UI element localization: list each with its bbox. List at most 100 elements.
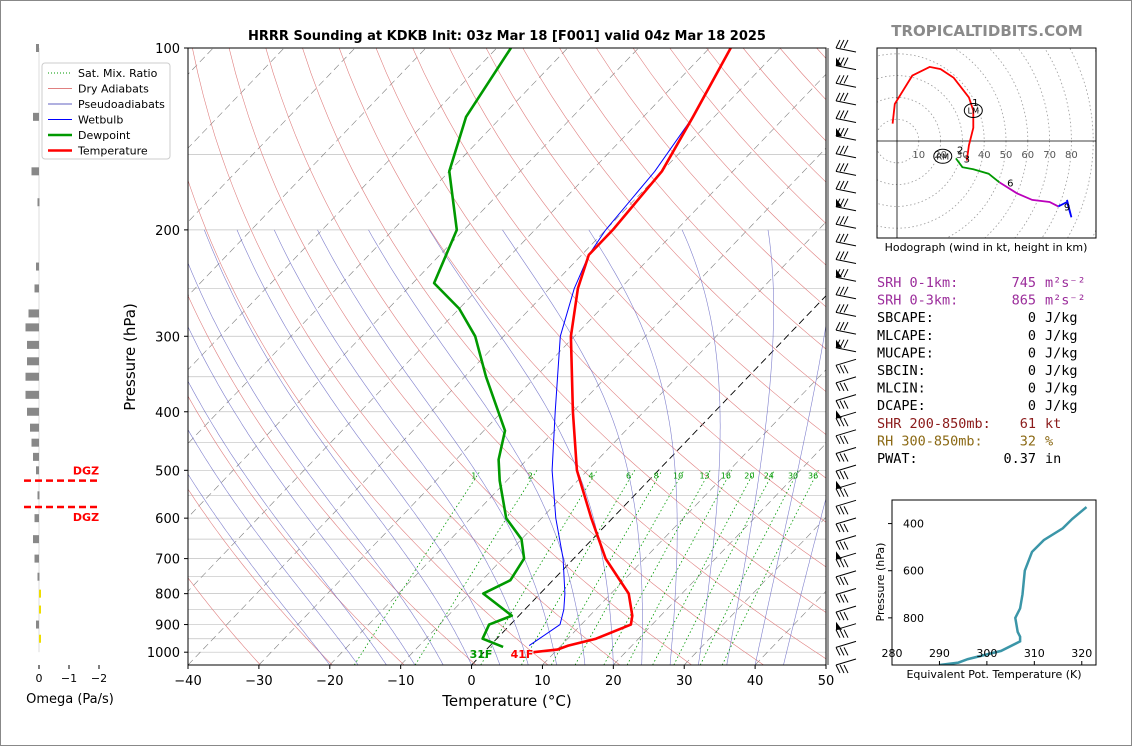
hodograph-height-label: 6 (1007, 178, 1013, 189)
dry-adiabat (559, 48, 826, 350)
index-value: 0 (1028, 310, 1036, 326)
wind-barb (835, 429, 857, 445)
index-value: 0 (1028, 381, 1036, 397)
hodograph-ring-label: 60 (1021, 150, 1034, 161)
wind-barb (835, 339, 857, 353)
wetbulb-profile-line (528, 48, 732, 647)
omega-bar (33, 452, 39, 461)
x-axis-label: Temperature (°C) (441, 692, 571, 710)
moist-adiabat (588, 229, 678, 665)
mixing-ratio-line (574, 470, 685, 665)
theta-e-x-tick-label: 320 (1071, 647, 1092, 660)
omega-bar (34, 554, 39, 563)
wind-barb (835, 304, 857, 317)
omega-bar (37, 572, 40, 581)
legend-entry: Pseudoadiabats (78, 98, 165, 111)
theta-e-panel: 280 290 300 310 320 400 600 800 (882, 499, 1097, 666)
dry-adiabat (449, 48, 826, 479)
wind-barb (835, 268, 857, 282)
index-value: 0 (1028, 398, 1036, 414)
wind-barb (835, 480, 857, 497)
surface-dewpoint-label: 31F (470, 648, 493, 661)
moist-adiabat (188, 380, 387, 665)
theta-e-y-label: Pressure (hPa) (874, 543, 887, 622)
index-value: 745 (1012, 275, 1036, 291)
omega-bar (37, 198, 40, 207)
wind-barb (835, 216, 857, 229)
dry-adiabat (192, 48, 621, 665)
hodograph-height-label: 3 (964, 154, 970, 165)
hodograph-trace (1057, 199, 1073, 218)
storm-motion-label: LM (968, 106, 979, 115)
moist-adiabat (368, 229, 586, 665)
index-label: MUCAPE: (877, 345, 934, 361)
mixing-ratio-line (699, 470, 799, 665)
wind-barb (835, 110, 857, 123)
omega-bar (36, 620, 39, 629)
temperature-profile-line (533, 48, 732, 654)
wind-barb (835, 535, 857, 550)
y-tick-label: 500 (155, 464, 180, 479)
index-unit: J/kg (1045, 381, 1078, 397)
index-unit: m²s⁻² (1045, 275, 1086, 291)
wind-barb (835, 75, 857, 88)
index-value: 0 (1028, 363, 1036, 379)
wind-barb (835, 180, 857, 194)
mixing-ratio-label: 2 (528, 472, 533, 481)
y-axis-label: Pressure (hPa) (121, 303, 139, 411)
dry-adiabat (522, 48, 826, 393)
x-tick-label: 40 (747, 674, 764, 689)
mixing-ratio-line (626, 470, 732, 665)
index-label: RH 300-850mb: (877, 433, 983, 449)
index-label: SHR 200-850mb: (877, 416, 991, 432)
y-tick-label: 900 (155, 619, 180, 634)
wind-barb (835, 376, 857, 392)
omega-bar (27, 340, 39, 349)
chart-title: HRRR Sounding at KDKB Init: 03z Mar 18 [… (248, 29, 766, 44)
sounding-indices: SRH 0-1km: 745 m²s⁻² SRH 0-3km: 865 m²s⁻² SBCA… (877, 275, 1086, 467)
dry-adiabat (228, 48, 692, 665)
y-tick-label: 100 (155, 42, 180, 57)
dry-adiabat (338, 48, 826, 613)
hodograph-trace (955, 157, 1001, 184)
mixing-ratio-label: 36 (808, 472, 818, 481)
hodograph-ring-label: 10 (912, 150, 925, 161)
omega-bar (36, 466, 39, 475)
mixing-ratio-label: 4 (588, 472, 593, 481)
mixing-ratio-label: 10 (673, 472, 683, 481)
omega-bar (39, 605, 41, 614)
index-value: 0 (1028, 328, 1036, 344)
storm-motion-marker (933, 148, 953, 164)
skewt-data (432, 48, 732, 654)
isotherm-line (188, 48, 710, 592)
index-value: 0 (1028, 345, 1036, 361)
omega-bar (25, 323, 39, 332)
brand-watermark: TROPICALTIDBITS.COM (891, 22, 1083, 40)
moist-adiabat (273, 229, 529, 665)
isotherm-line (471, 295, 826, 665)
dry-adiabat (816, 48, 826, 59)
isotherm-line (825, 664, 826, 665)
index-unit: m²s⁻² (1045, 293, 1086, 309)
dry-adiabat (188, 488, 333, 665)
wind-barb (835, 358, 857, 374)
hodograph-ring-label: 40 (978, 150, 991, 161)
mixing-ratio-line (480, 470, 598, 665)
y-tick-label: 300 (155, 330, 180, 345)
omega-tick-label: 0 (36, 672, 43, 685)
omega-bar (25, 390, 39, 399)
dry-adiabat (188, 294, 477, 665)
legend-entry: Temperature (77, 145, 148, 158)
omega-bar (27, 407, 39, 416)
mixing-ratio-label: 16 (721, 472, 731, 481)
hodograph-caption: Hodograph (wind in kt, height in km) (885, 241, 1088, 254)
omega-bar (31, 438, 39, 447)
y-tick-label: 600 (155, 512, 180, 527)
moist-adiabat (429, 229, 614, 665)
index-label: SRH 0-3km: (877, 293, 958, 309)
isotherm-line (188, 48, 781, 665)
hodograph-ring-label: 50 (1000, 150, 1013, 161)
wind-barb (835, 57, 857, 71)
